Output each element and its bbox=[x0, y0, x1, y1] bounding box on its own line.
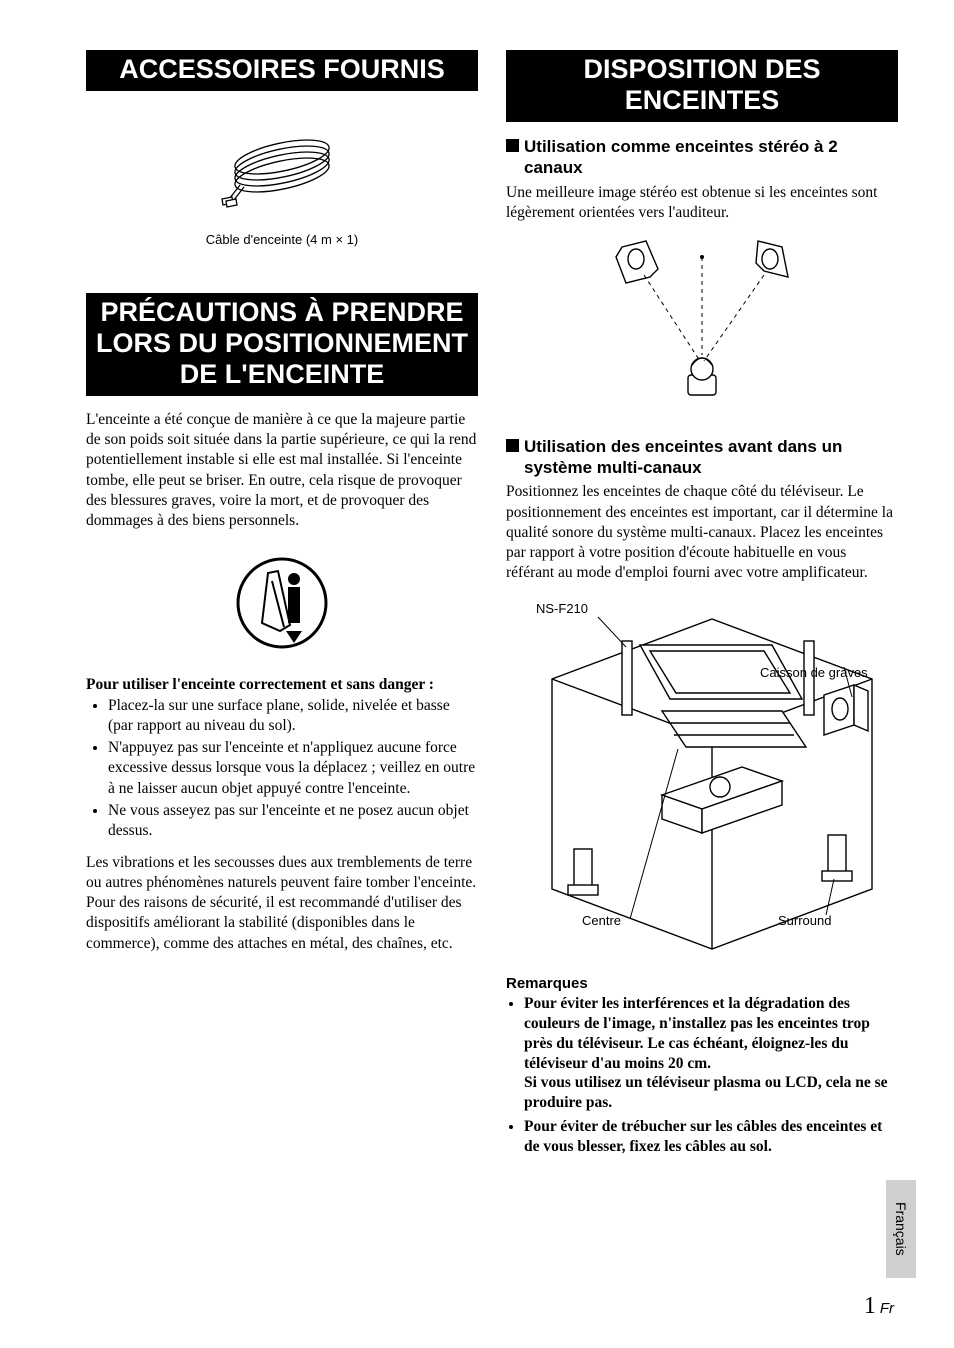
subsection-stereo-label: Utilisation comme enceintes stéréo à 2 c… bbox=[524, 136, 898, 179]
stereo-figure bbox=[506, 237, 898, 412]
multichannel-room-icon bbox=[512, 599, 892, 959]
falling-speaker-warning-icon bbox=[232, 553, 332, 653]
fig-label-surround: Surround bbox=[778, 913, 831, 928]
fig-label-center: Centre bbox=[582, 913, 621, 928]
subsection-multichannel: Utilisation des enceintes avant dans un … bbox=[506, 436, 898, 479]
speaker-cable-icon bbox=[212, 119, 352, 219]
safety-subheading: Pour utiliser l'enceinte correctement et… bbox=[86, 676, 478, 694]
black-square-icon bbox=[506, 139, 519, 152]
language-tab: Français bbox=[886, 1180, 916, 1278]
remarques-list: Pour éviter les interférences et la dégr… bbox=[506, 994, 898, 1157]
warning-figure bbox=[86, 553, 478, 658]
remarques-item: Pour éviter les interférences et la dégr… bbox=[524, 994, 898, 1113]
safety-bullet: Placez-la sur une surface plane, solide,… bbox=[108, 696, 478, 736]
black-square-icon bbox=[506, 439, 519, 452]
subsection-stereo: Utilisation comme enceintes stéréo à 2 c… bbox=[506, 136, 898, 179]
safety-bullet: Ne vous asseyez pas sur l'enceinte et ne… bbox=[108, 801, 478, 841]
remarques-item: Pour éviter de trébucher sur les câbles … bbox=[524, 1117, 898, 1157]
safety-bullet-list: Placez-la sur une surface plane, solide,… bbox=[86, 696, 478, 841]
two-column-layout: ACCESSOIRES FOURNIS Câble d'enceinte (4 … bbox=[86, 50, 898, 1161]
remarques-heading: Remarques bbox=[506, 975, 898, 992]
precautions-paragraph-1: L'enceinte a été conçue de manière à ce … bbox=[86, 410, 478, 531]
stereo-body: Une meilleure image stéréo est obtenue s… bbox=[506, 183, 898, 223]
stereo-layout-icon bbox=[592, 237, 812, 407]
cable-caption: Câble d'enceinte (4 m × 1) bbox=[86, 232, 478, 247]
fig-label-subwoofer: Caisson de graves bbox=[760, 665, 868, 680]
remarques-text: Pour éviter de trébucher sur les câbles … bbox=[524, 1118, 882, 1155]
multichannel-figure: NS-F210 Caisson de graves Centre Surroun… bbox=[506, 599, 898, 959]
page-number-digit: 1 bbox=[864, 1293, 876, 1319]
page-number-suffix: Fr bbox=[880, 1300, 894, 1317]
cable-figure: Câble d'enceinte (4 m × 1) bbox=[86, 119, 478, 247]
subsection-multichannel-label: Utilisation des enceintes avant dans un … bbox=[524, 436, 898, 479]
section-title-precautions: PRÉCAUTIONS À PRENDRE LORS DU POSITIONNE… bbox=[86, 293, 478, 396]
remarques-text: Pour éviter les interférences et la dégr… bbox=[524, 995, 888, 1111]
right-column: DISPOSITION DES ENCEINTES Utilisation co… bbox=[506, 50, 898, 1161]
language-tab-label: Français bbox=[893, 1202, 909, 1256]
fig-label-model: NS-F210 bbox=[536, 601, 588, 616]
multichannel-body: Positionnez les enceintes de chaque côté… bbox=[506, 482, 898, 583]
safety-bullet: N'appuyez pas sur l'enceinte et n'appliq… bbox=[108, 738, 478, 798]
section-title-accessories: ACCESSOIRES FOURNIS bbox=[86, 50, 478, 91]
precautions-paragraph-2: Les vibrations et les secousses dues aux… bbox=[86, 853, 478, 954]
left-column: ACCESSOIRES FOURNIS Câble d'enceinte (4 … bbox=[86, 50, 478, 1161]
section-title-disposition: DISPOSITION DES ENCEINTES bbox=[506, 50, 898, 122]
page-number: 1Fr bbox=[864, 1293, 894, 1320]
